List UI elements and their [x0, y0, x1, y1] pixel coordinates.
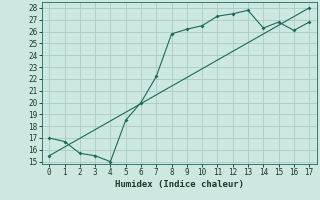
- X-axis label: Humidex (Indice chaleur): Humidex (Indice chaleur): [115, 180, 244, 189]
